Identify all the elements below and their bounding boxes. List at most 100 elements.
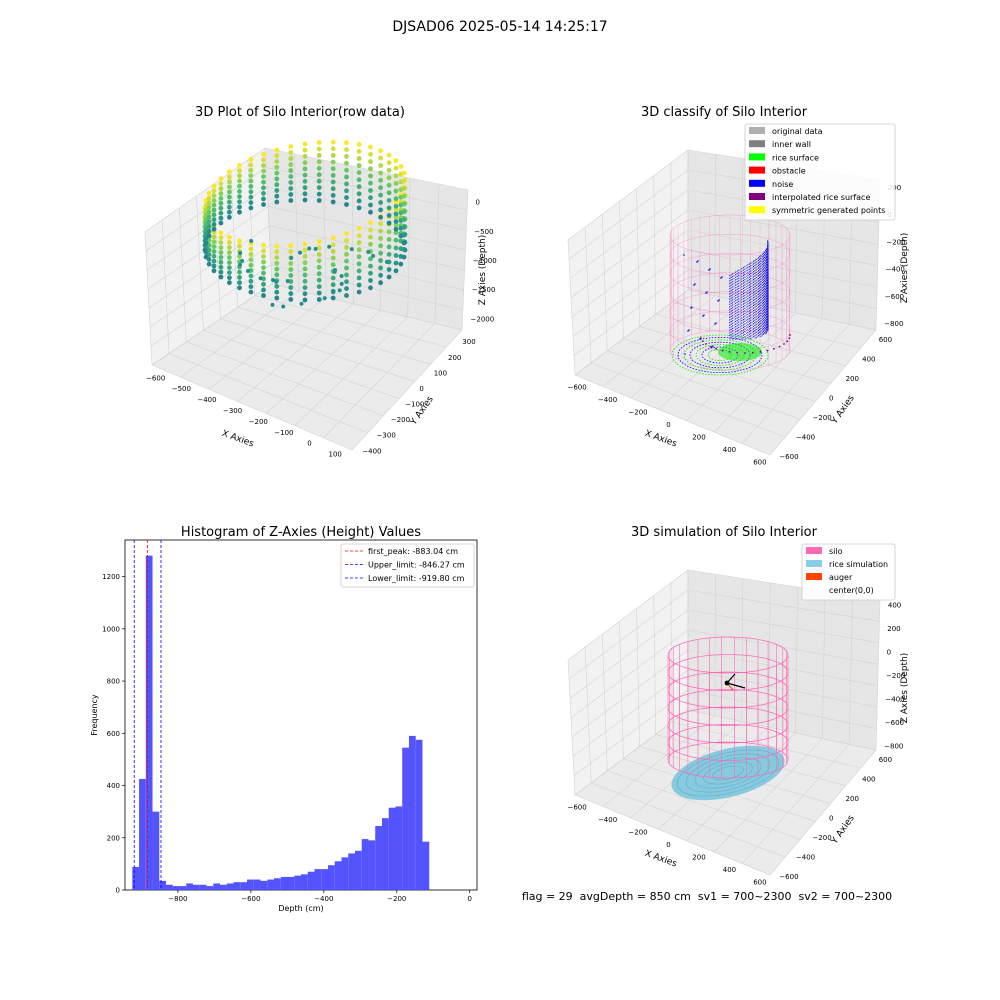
- raw-point: [218, 191, 224, 196]
- histogram-bar: [395, 806, 403, 890]
- y-tick-label: 0: [829, 395, 833, 403]
- raw-point: [261, 254, 266, 259]
- y-tick-label: 200: [846, 795, 859, 803]
- classify-legend: original data inner wall rice surface obsta…: [744, 123, 896, 221]
- interp-point: [786, 340, 789, 343]
- x-tick-label: −400: [598, 816, 617, 824]
- raw-point: [211, 239, 217, 245]
- raw-point: [393, 253, 399, 258]
- noise-point: [691, 306, 693, 308]
- grid-line: [323, 323, 436, 439]
- y-tick-label: 600: [107, 730, 120, 738]
- grid-line: [169, 353, 368, 434]
- interp-point: [759, 351, 762, 353]
- raw-point: [288, 180, 294, 185]
- grid-line: [461, 189, 469, 331]
- raw-point: [368, 220, 373, 226]
- raw-point: [206, 261, 212, 267]
- raw-point: [248, 162, 254, 168]
- grid-line: [322, 159, 327, 298]
- histogram-bar: [206, 886, 214, 890]
- raw-point: [356, 289, 362, 295]
- raw-point: [368, 159, 373, 164]
- grid-line: [569, 189, 689, 279]
- raw-point: [344, 251, 349, 257]
- raw-point: [344, 174, 349, 180]
- raw-point: [227, 250, 232, 255]
- tick-labels: −800 −600 −400 −200 0 0 200 400 600 800 1000 1200: [102, 573, 472, 903]
- raw-point: [274, 199, 280, 205]
- x-tick-label: 400: [723, 866, 736, 874]
- raw-point: [368, 166, 373, 172]
- interp-point: [701, 340, 704, 343]
- raw-point: [386, 274, 392, 280]
- raw-point: [316, 185, 322, 191]
- raw-point: [227, 214, 232, 220]
- interp-point: [788, 337, 791, 339]
- grid-line: [247, 159, 256, 296]
- raw-point: [248, 273, 254, 279]
- raw-point: [274, 272, 280, 278]
- raw-point: [261, 287, 266, 293]
- raw-point: [316, 140, 322, 145]
- z-tick-label: −1500: [472, 286, 496, 294]
- raw-point: [248, 200, 254, 206]
- grid-line: [571, 229, 689, 318]
- y-tick-label: 100: [434, 369, 447, 377]
- histogram-bar: [327, 865, 335, 890]
- raw-point: [401, 225, 407, 230]
- grid-line: [630, 301, 742, 399]
- y-tick-label: 200: [448, 354, 461, 362]
- raw-point: [274, 249, 280, 255]
- grid-line: [848, 595, 853, 745]
- raw-point: [386, 190, 392, 196]
- legend-label: first_peak: -883.04 cm: [368, 547, 458, 556]
- raw-point: [344, 286, 349, 291]
- legend-swatch: [749, 179, 765, 187]
- raw-point: [218, 181, 224, 187]
- raw-point: [398, 246, 404, 252]
- raw-point: [330, 153, 336, 158]
- raw-point: [356, 240, 362, 246]
- grid-line: [671, 721, 861, 769]
- raw-point: [356, 275, 362, 281]
- raw-point: [398, 254, 404, 259]
- grid-line: [151, 364, 353, 451]
- x-axis-label: X Axies: [643, 849, 678, 870]
- raw-point: [274, 170, 280, 176]
- raw-point: [356, 156, 362, 161]
- raw-point: [378, 200, 383, 205]
- y-tick-labels: −600 −400 −200 0 200 400 600: [779, 336, 892, 461]
- raw-point: [378, 148, 383, 154]
- noise-point: [721, 276, 723, 278]
- x-tick-label: −200: [387, 895, 406, 903]
- y-tick-label: 800: [107, 678, 120, 686]
- histogram-bar: [247, 879, 254, 890]
- histogram-bar: [253, 879, 261, 890]
- interp-point: [766, 349, 769, 352]
- y-tick-label: −300: [377, 432, 396, 440]
- raw-point: [288, 174, 294, 179]
- raw-point: [344, 154, 349, 159]
- interp-point: [721, 349, 724, 352]
- grid-line: [741, 744, 850, 864]
- grid-line: [571, 649, 689, 738]
- histogram-bar: [186, 883, 194, 890]
- raw-point: [330, 146, 336, 152]
- raw-point: [261, 202, 266, 207]
- raw-point: [302, 166, 308, 172]
- classified-points: [669, 214, 791, 376]
- raw-point: [316, 297, 322, 302]
- raw-point: [378, 177, 383, 183]
- grid-line: [271, 283, 463, 331]
- raw-point: [316, 172, 322, 178]
- raw-point: [227, 189, 232, 195]
- raw-point: [298, 250, 302, 255]
- y-tick-label: 200: [107, 834, 120, 842]
- grid-line: [569, 609, 689, 699]
- noise-point: [683, 254, 685, 256]
- raw-point: [302, 178, 308, 184]
- y-tick-label: −200: [812, 414, 831, 422]
- histogram-bar: [159, 880, 167, 890]
- y-tick-label: −600: [779, 453, 798, 461]
